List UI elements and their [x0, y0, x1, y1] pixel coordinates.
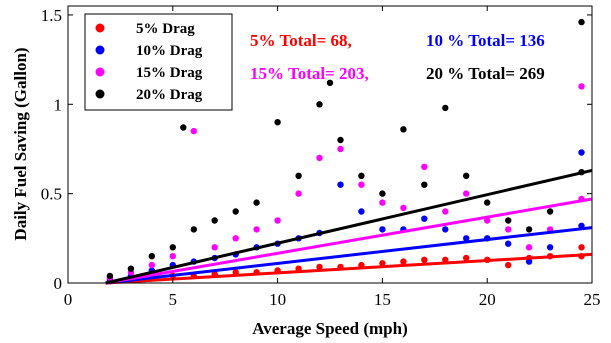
point-20pct-drag-1 — [127, 265, 135, 272]
point-20pct-drag-11 — [316, 101, 323, 108]
x-tick-label-15: 15 — [374, 290, 391, 309]
point-20pct-drag-0 — [106, 272, 114, 280]
point-20pct-drag-16 — [400, 126, 407, 133]
point-15pct-drag-2 — [148, 261, 155, 269]
point-10pct-drag-17 — [463, 235, 470, 242]
annotations: 5% Total= 68, 10 % Total= 136 15% Total=… — [250, 31, 545, 83]
point-15pct-drag-14 — [400, 204, 407, 212]
point-15pct-drag-9 — [295, 190, 302, 197]
point-15pct-drag-8 — [274, 217, 281, 224]
trendline-15pct-drag — [105, 197, 593, 285]
x-axis-label: Average Speed (mph) — [252, 319, 408, 338]
point-5pct-drag-23 — [578, 244, 585, 251]
legend-box — [84, 13, 233, 111]
point-15pct-drag-3 — [169, 253, 176, 260]
point-15pct-drag-7 — [253, 226, 260, 233]
point-20pct-drag-21 — [505, 217, 512, 224]
point-15pct-drag-5 — [211, 244, 218, 251]
y-axis-label: Daily Fuel Saving (Gallon) — [11, 47, 30, 240]
point-5pct-drag-13 — [379, 260, 386, 267]
point-20pct-drag-9 — [274, 119, 281, 126]
legend-marker-20pct-drag — [95, 89, 105, 99]
legend-label-5pct-drag: 5% Drag — [136, 21, 195, 37]
x-tick-label-0: 0 — [64, 290, 73, 309]
legend: 5% Drag 10% Drag 15% Drag 20% Drag — [84, 13, 233, 111]
axis-ticks: 0 5 10 15 20 25 0 0.5 1 1.5 — [41, 6, 601, 309]
point-15pct-drag-22 — [578, 83, 585, 90]
point-5pct-drag-14 — [400, 258, 407, 265]
point-20pct-drag-6 — [211, 217, 218, 224]
point-20pct-drag-3 — [169, 244, 176, 251]
point-20pct-drag-15 — [379, 190, 386, 197]
point-15pct-drag-4 — [190, 127, 197, 135]
point-20pct-drag-2 — [148, 253, 155, 260]
point-15pct-drag-6 — [232, 235, 239, 242]
legend-marker-5pct-drag — [95, 23, 105, 33]
chart-marks — [105, 18, 593, 285]
point-20pct-drag-5 — [190, 226, 197, 233]
point-5pct-drag-16 — [442, 256, 449, 263]
y-tick-label-1.5: 1.5 — [41, 6, 62, 25]
point-15pct-drag-13 — [379, 199, 386, 206]
point-10pct-drag-21 — [546, 244, 554, 251]
trendline-5pct-drag — [105, 252, 593, 285]
point-5pct-drag-15 — [421, 256, 428, 263]
point-20pct-drag-22 — [525, 226, 533, 233]
trendline-10pct-drag — [105, 226, 593, 285]
annotation-5pct-total: 5% Total= 68, — [250, 31, 352, 50]
point-20pct-drag-13 — [337, 136, 344, 144]
legend-marker-15pct-drag — [95, 67, 105, 77]
point-10pct-drag-11 — [337, 181, 344, 188]
point-20pct-drag-14 — [358, 172, 365, 179]
annotation-10pct-total: 10 % Total= 136 — [426, 31, 545, 50]
point-10pct-drag-20 — [525, 258, 533, 265]
point-10pct-drag-12 — [358, 208, 365, 215]
y-tick-label-0.5: 0.5 — [41, 185, 62, 204]
point-20pct-drag-17 — [421, 181, 428, 188]
legend-label-20pct-drag: 20% Drag — [136, 87, 203, 103]
point-5pct-drag-19 — [505, 261, 512, 269]
annotation-20pct-total: 20 % Total= 269 — [426, 64, 545, 83]
point-15pct-drag-12 — [358, 181, 365, 188]
point-10pct-drag-13 — [379, 226, 386, 233]
point-20pct-drag-4 — [180, 124, 187, 131]
point-15pct-drag-16 — [442, 208, 449, 215]
point-10pct-drag-16 — [442, 226, 449, 233]
annotation-15pct-total: 15% Total= 203, — [250, 64, 369, 83]
point-20pct-drag-10 — [295, 172, 302, 179]
legend-label-10pct-drag: 10% Drag — [136, 43, 203, 59]
point-20pct-drag-24 — [578, 18, 585, 26]
point-5pct-drag-10 — [316, 263, 323, 271]
point-20pct-drag-23 — [546, 208, 554, 215]
y-tick-label-0: 0 — [54, 274, 63, 293]
point-10pct-drag-22 — [578, 149, 585, 156]
trendline-20pct-drag — [105, 168, 593, 285]
x-tick-label-5: 5 — [169, 290, 178, 309]
point-15pct-drag-19 — [505, 226, 512, 233]
point-20pct-drag-19 — [463, 172, 470, 179]
plot-frame — [67, 5, 593, 284]
point-15pct-drag-20 — [525, 244, 533, 251]
point-20pct-drag-8 — [253, 199, 260, 206]
point-15pct-drag-10 — [316, 154, 323, 162]
y-tick-label-1: 1 — [54, 95, 63, 114]
point-10pct-drag-19 — [505, 240, 512, 247]
point-15pct-drag-17 — [463, 190, 470, 197]
x-tick-label-10: 10 — [269, 290, 286, 309]
point-20pct-drag-7 — [232, 208, 239, 215]
point-20pct-drag-20 — [484, 199, 491, 206]
point-10pct-drag-15 — [421, 215, 428, 222]
legend-label-15pct-drag: 15% Drag — [136, 65, 203, 81]
point-5pct-drag-17 — [463, 254, 470, 262]
point-15pct-drag-15 — [421, 163, 428, 170]
point-20pct-drag-18 — [442, 104, 449, 112]
x-tick-label-25: 25 — [584, 290, 601, 309]
point-20pct-drag-12 — [326, 79, 334, 87]
legend-marker-10pct-drag — [95, 45, 105, 55]
x-tick-label-20: 20 — [479, 290, 496, 309]
point-15pct-drag-11 — [337, 145, 344, 153]
